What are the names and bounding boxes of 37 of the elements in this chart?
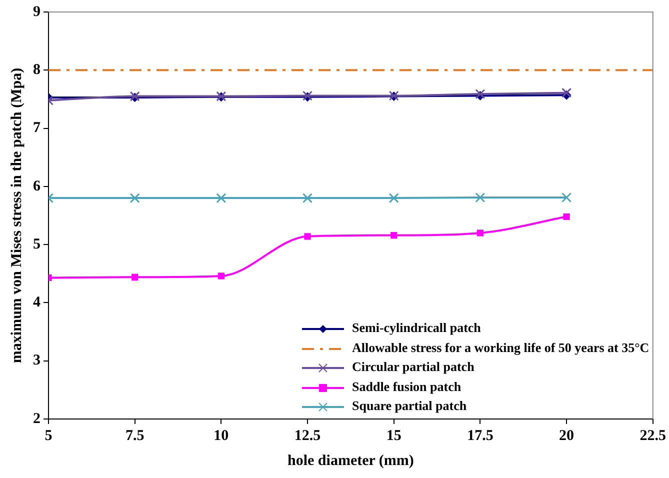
y-tick-label: 2 — [33, 410, 40, 427]
point — [562, 88, 572, 98]
point — [130, 193, 140, 204]
y-tick-label: 9 — [33, 4, 40, 20]
point — [475, 88, 486, 99]
point — [218, 272, 225, 280]
point — [304, 233, 311, 240]
y-tick-label: 8 — [33, 62, 40, 78]
point — [132, 274, 138, 280]
point — [476, 230, 484, 236]
x-tick-label: 22.5 — [640, 428, 666, 444]
y-tick-label: 3 — [33, 352, 40, 369]
y-axis-title: maximum von Mises stress in the patch (Mpa) — [8, 68, 25, 364]
x-tick-label: 7.5 — [125, 428, 144, 444]
x-tick-label: 5 — [44, 428, 52, 444]
y-tick-label: 6 — [33, 178, 41, 194]
y-tick-label: 4 — [33, 294, 41, 311]
legend-label: Allowable stress for a working life of 50 years at 35°C — [352, 340, 650, 354]
legend-label: Semi-cylindricall patch — [352, 320, 481, 335]
legend-label: Saddle fusion patch — [352, 378, 462, 394]
x-tick-label: 10 — [214, 428, 229, 444]
point — [390, 232, 398, 239]
y-tick-label: 7 — [33, 120, 41, 136]
point — [302, 193, 313, 204]
point — [563, 213, 570, 220]
x-tick-label: 17.5 — [467, 428, 494, 444]
legend-label: Circular partial patch — [352, 359, 474, 374]
x-tick-label: 20 — [559, 428, 574, 444]
x-tick-label: 15 — [386, 428, 402, 444]
x-axis-title: hole diameter (mm) — [288, 452, 414, 469]
point — [562, 192, 572, 202]
y-tick-label: 5 — [33, 236, 40, 252]
legend-label: Square partial patch — [352, 398, 467, 413]
point — [216, 193, 226, 204]
point — [475, 192, 486, 202]
x-tick-label: 12.5 — [294, 428, 321, 444]
point — [388, 193, 399, 204]
